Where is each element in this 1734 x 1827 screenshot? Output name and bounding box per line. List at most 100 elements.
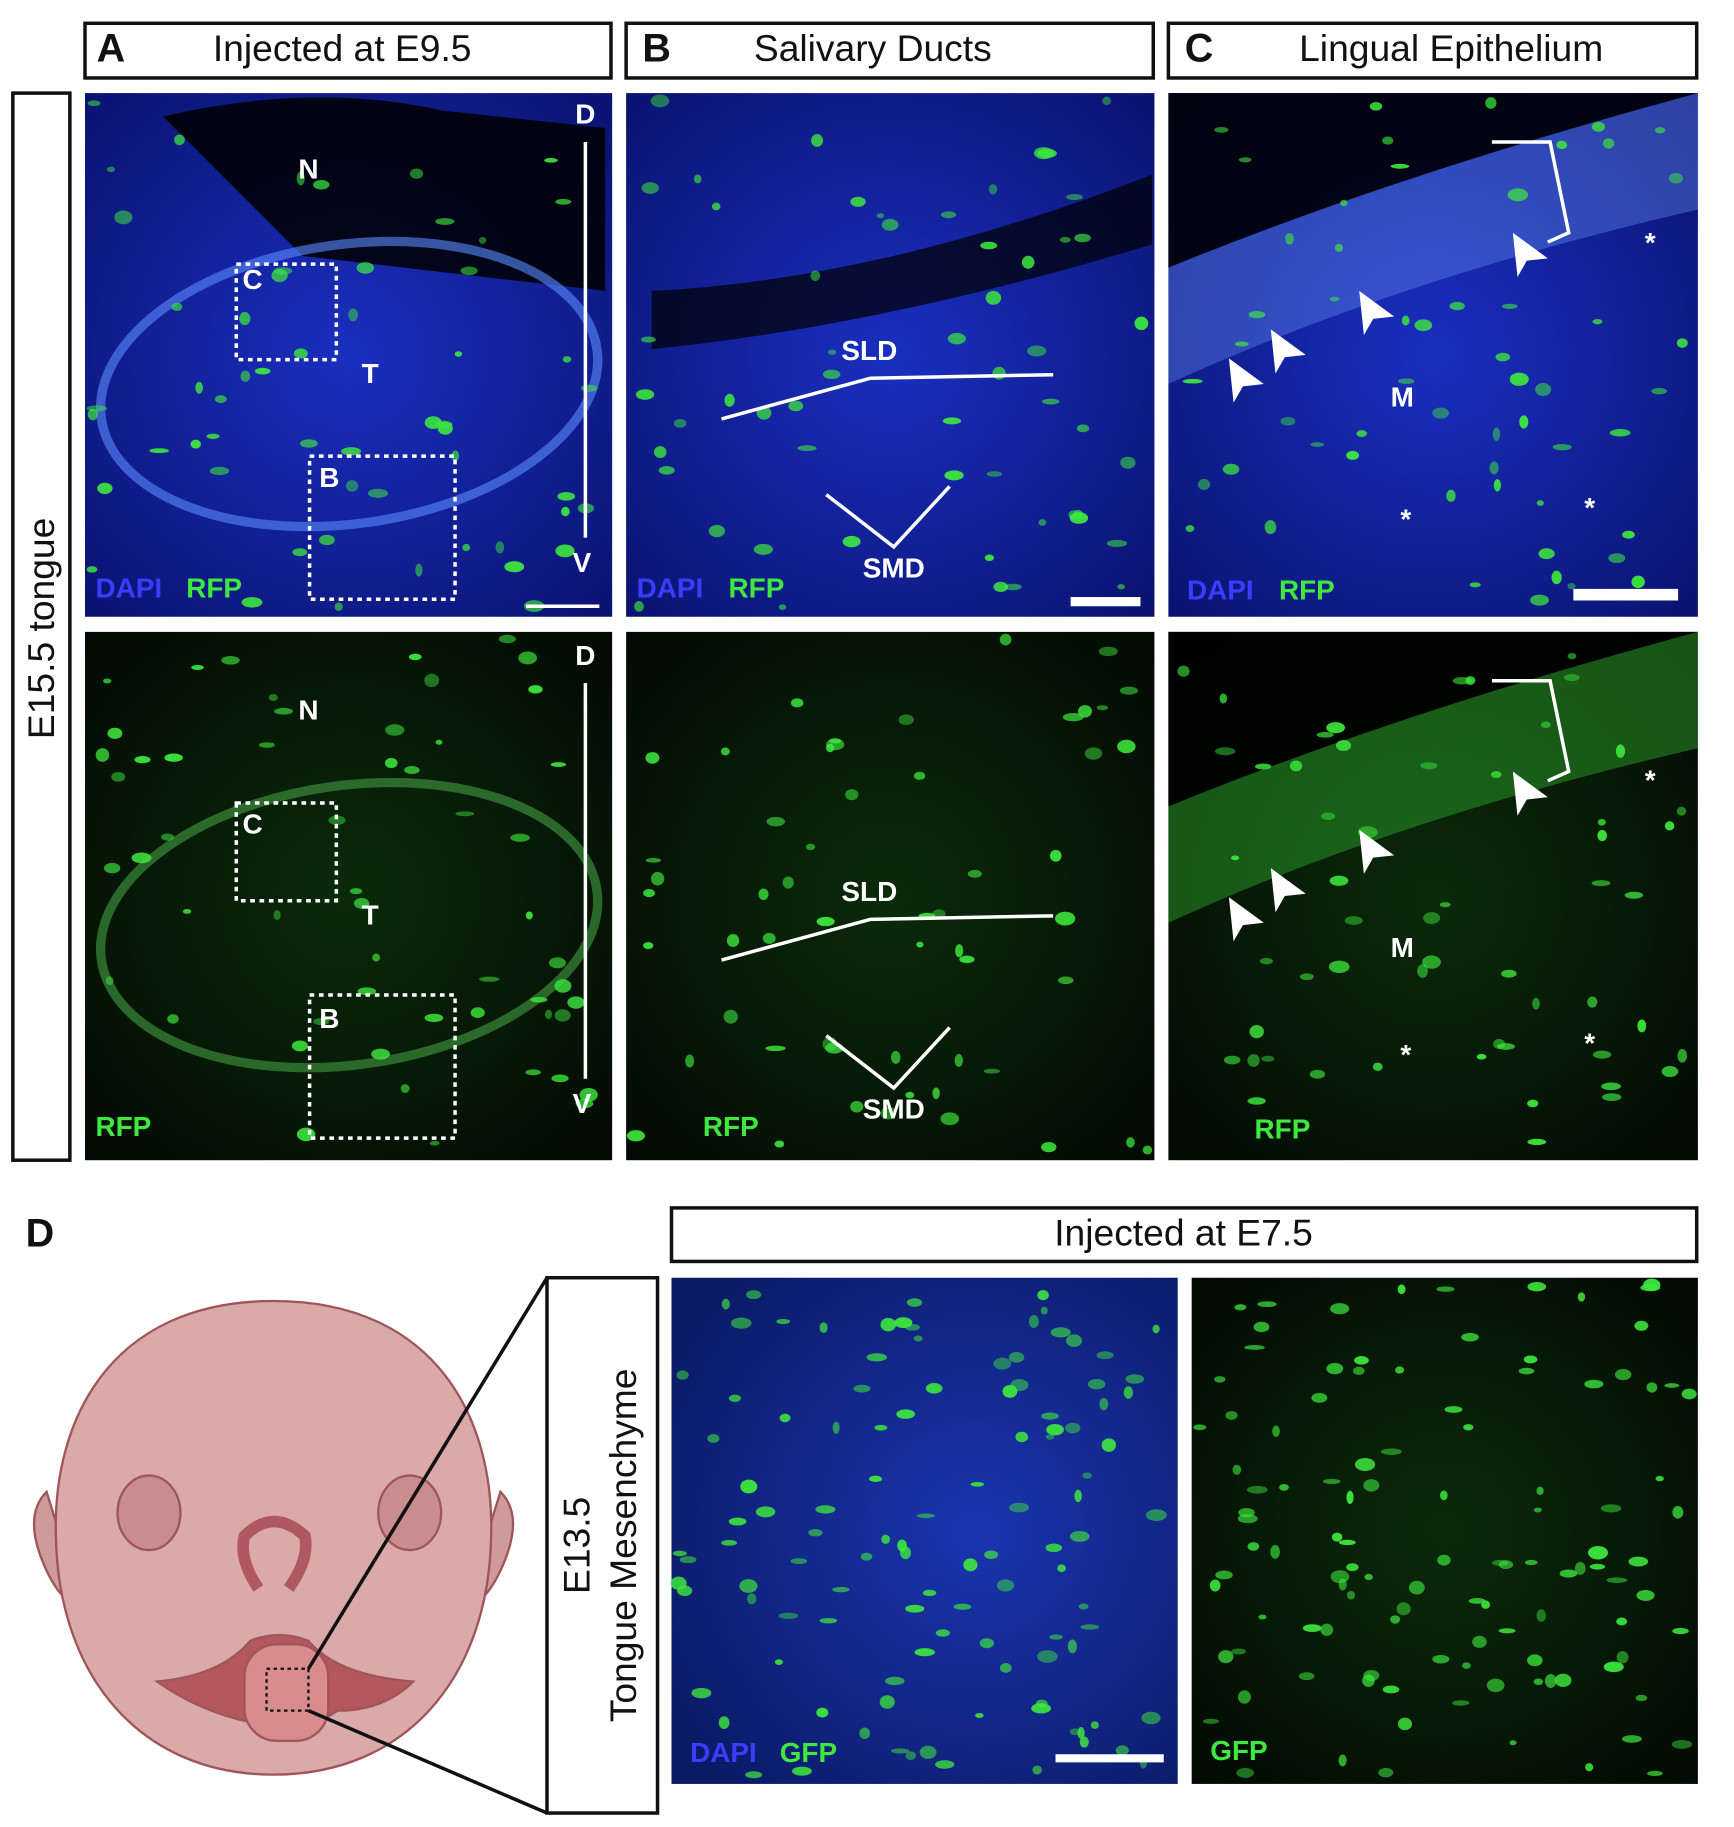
cell <box>1509 1740 1517 1746</box>
zoom-line <box>307 1709 548 1815</box>
cell <box>525 911 533 920</box>
pointer-line <box>721 914 1054 962</box>
cell <box>1329 875 1349 886</box>
cell <box>1540 721 1551 729</box>
cell <box>1519 415 1529 429</box>
cell <box>455 811 475 817</box>
cell <box>1285 232 1294 245</box>
cell <box>1664 821 1675 831</box>
cell <box>1536 1486 1544 1495</box>
cell <box>87 100 101 107</box>
cell <box>1049 849 1062 862</box>
cell <box>1329 296 1340 302</box>
label: B <box>319 1003 339 1034</box>
cell <box>1145 1509 1167 1521</box>
cell <box>424 1013 444 1023</box>
cell <box>826 738 845 751</box>
cell <box>1338 1539 1356 1546</box>
cell <box>1677 1048 1688 1063</box>
cell <box>1248 311 1266 319</box>
channel-label: DAPI <box>690 1737 757 1768</box>
cell <box>372 953 381 962</box>
cell <box>916 1513 935 1519</box>
cell <box>134 756 151 764</box>
cell <box>191 664 204 670</box>
cell <box>1289 760 1303 772</box>
cell <box>1536 1609 1547 1622</box>
channel-label: DAPI <box>95 572 162 603</box>
cell <box>1498 1560 1514 1570</box>
cell <box>518 651 537 665</box>
cell <box>1322 1478 1341 1484</box>
cell <box>580 384 598 392</box>
cell <box>963 1558 978 1572</box>
cell <box>762 932 776 944</box>
cell <box>1439 902 1451 908</box>
cell <box>1037 1650 1058 1663</box>
cell <box>881 218 899 231</box>
cell <box>1472 1635 1487 1648</box>
duct-lumen <box>651 174 1153 350</box>
cell <box>1527 1282 1547 1292</box>
cell <box>1584 1379 1604 1389</box>
cell <box>567 996 585 1009</box>
cell <box>1524 1559 1538 1566</box>
row-label: Tongue Mesenchyme <box>602 1368 644 1722</box>
cell <box>1214 1376 1226 1383</box>
cell <box>111 771 126 782</box>
cell <box>1101 1438 1117 1452</box>
label: M <box>1391 382 1414 413</box>
cell <box>579 1088 598 1102</box>
lumen <box>1168 93 1698 268</box>
cell <box>1074 1489 1082 1503</box>
cell <box>1592 1050 1612 1059</box>
cell <box>866 1353 888 1362</box>
cell <box>919 1745 937 1759</box>
cell <box>86 405 107 412</box>
cell <box>1125 1374 1145 1384</box>
label: * <box>1645 764 1656 795</box>
cell <box>1238 157 1252 163</box>
tongue-outline <box>95 236 603 532</box>
cell <box>554 1009 571 1022</box>
cell <box>1437 1554 1451 1566</box>
cell <box>1616 1617 1628 1626</box>
cell <box>1535 382 1552 397</box>
cell <box>182 908 192 914</box>
cell <box>1120 456 1136 469</box>
cell <box>462 543 471 552</box>
cell <box>1254 763 1272 770</box>
cell <box>708 524 726 538</box>
cell <box>953 1603 972 1610</box>
cell <box>1588 1545 1609 1560</box>
cell <box>498 634 516 644</box>
cell <box>1222 463 1240 475</box>
cell <box>1463 1424 1474 1431</box>
cell <box>645 857 661 863</box>
cell <box>985 291 1002 305</box>
cell <box>1486 1678 1505 1693</box>
label: T <box>362 358 379 389</box>
pointer-line <box>825 485 951 550</box>
cell <box>160 833 175 841</box>
cell <box>300 439 318 448</box>
cell <box>241 597 263 608</box>
head-illustration <box>32 1299 515 1776</box>
cell <box>979 1638 995 1649</box>
cell <box>384 757 398 769</box>
cell <box>1084 747 1103 760</box>
cell <box>790 1558 808 1565</box>
cell <box>879 1695 895 1709</box>
cell <box>268 694 278 702</box>
cell <box>890 1748 910 1754</box>
cell <box>913 771 926 780</box>
cell <box>916 941 924 948</box>
cell <box>206 433 220 439</box>
cell <box>1253 1321 1270 1333</box>
cell <box>986 471 1003 477</box>
cell <box>131 852 152 864</box>
cell <box>984 1550 999 1560</box>
cell <box>1197 478 1211 491</box>
cell <box>815 1505 836 1514</box>
cell <box>1501 303 1518 309</box>
